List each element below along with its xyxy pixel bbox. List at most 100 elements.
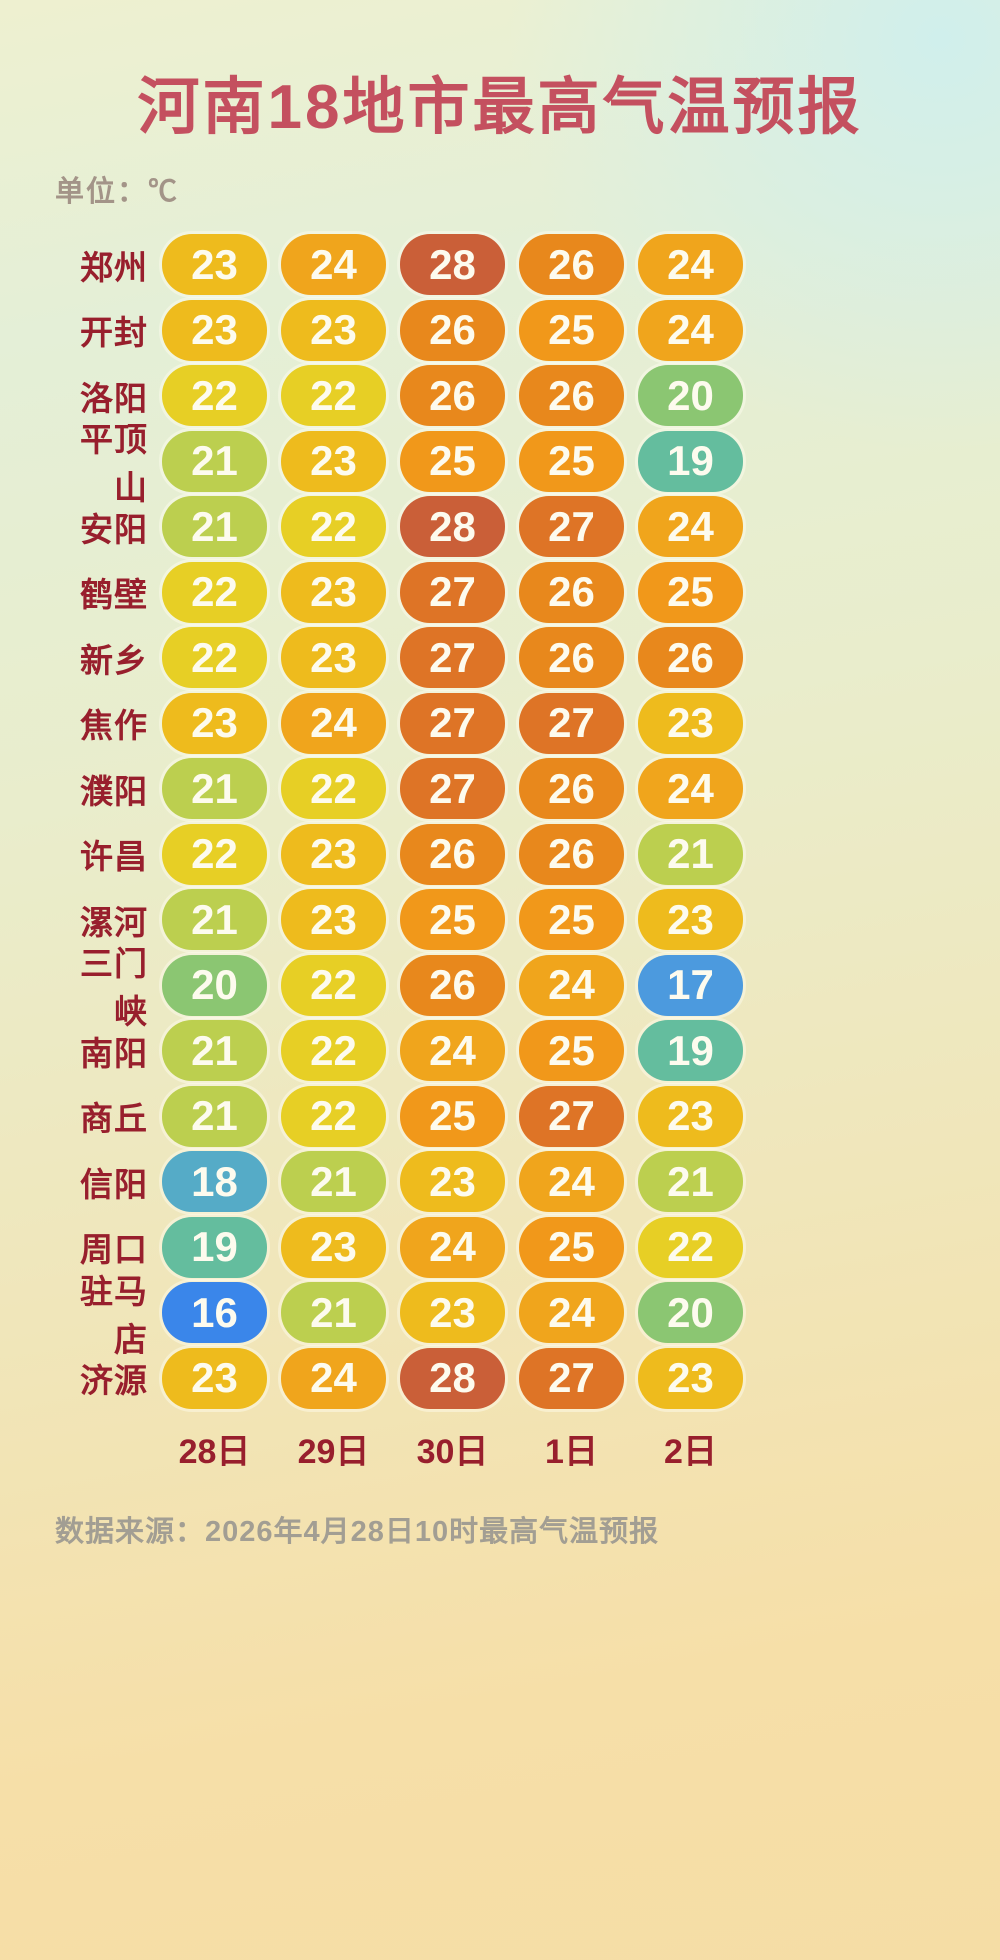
temp-pill: 23: [162, 1347, 267, 1409]
temp-pill: 25: [519, 1020, 624, 1082]
city-row: 新乡 22 23 27 26 26: [48, 627, 757, 689]
temp-pill: 23: [638, 1085, 743, 1147]
temp-pill: 24: [519, 954, 624, 1016]
temp-pill: 26: [519, 234, 624, 296]
temp-pill: 26: [519, 365, 624, 427]
temp-pill: 21: [162, 889, 267, 951]
city-row: 焦作 23 24 27 27 23: [48, 692, 757, 755]
temp-pill: 21: [162, 430, 267, 492]
temp-pill: 18: [162, 1151, 267, 1213]
temp-pill: 28: [400, 1347, 505, 1409]
temp-pill: 24: [519, 1151, 624, 1213]
temp-pill: 25: [519, 1216, 624, 1278]
temp-pill: 24: [638, 234, 743, 296]
city-label: 南阳: [80, 1034, 148, 1072]
temp-pill: 23: [281, 299, 386, 361]
temp-pill: 28: [400, 496, 505, 558]
city-label: 周口: [80, 1231, 148, 1269]
temp-pill: 21: [162, 1085, 267, 1147]
city-label: 三门峡: [80, 945, 148, 1031]
city-label: 商丘: [80, 1100, 148, 1138]
date-label: 29日: [297, 1433, 370, 1471]
city-row: 三门峡 20 22 26 24 17: [48, 945, 757, 1030]
data-source-label: 数据来源：2026年4月28日10时最高气温预报: [55, 1516, 660, 1548]
temp-pill: 23: [162, 299, 267, 361]
temp-pill: 22: [162, 627, 267, 689]
date-label: 1日: [545, 1433, 598, 1471]
temp-pill: 26: [400, 823, 505, 885]
temp-pill: 25: [519, 889, 624, 951]
temp-pill: 21: [281, 1151, 386, 1213]
city-label: 焦作: [80, 707, 148, 745]
temp-pill: 21: [162, 758, 267, 820]
temp-pill: 20: [638, 1282, 743, 1344]
temp-pill: 16: [162, 1282, 267, 1344]
city-row: 信阳 18 21 23 24 21: [48, 1151, 757, 1213]
temp-pill: 27: [400, 627, 505, 689]
temp-pill: 26: [519, 823, 624, 885]
temp-pill: 24: [281, 692, 386, 754]
temp-pill: 23: [638, 692, 743, 754]
temp-pill: 27: [400, 692, 505, 754]
city-row: 平顶山 21 23 25 25 19: [48, 421, 757, 506]
temp-pill: 26: [400, 365, 505, 427]
temp-pill: 22: [281, 1020, 386, 1082]
city-label: 安阳: [80, 510, 148, 548]
city-row: 商丘 21 22 25 27 23: [48, 1085, 757, 1148]
temp-pill: 26: [519, 627, 624, 689]
temp-pill: 22: [281, 954, 386, 1016]
city-label: 济源: [80, 1362, 148, 1400]
temp-pill: 24: [400, 1020, 505, 1082]
city-row: 南阳 21 22 24 25 19: [48, 1020, 757, 1082]
temp-pill: 24: [638, 758, 743, 820]
city-row: 开封 23 23 26 25 24: [48, 299, 757, 362]
city-row: 许昌 22 23 26 26 21: [48, 823, 757, 886]
temp-pill: 24: [281, 1347, 386, 1409]
city-label: 新乡: [80, 641, 148, 679]
city-label: 信阳: [80, 1165, 148, 1203]
temp-pill: 22: [162, 561, 267, 623]
city-label: 鹤壁: [80, 576, 148, 614]
temp-pill: 25: [400, 889, 505, 951]
city-label: 郑州: [80, 248, 148, 286]
temp-pill: 20: [162, 954, 267, 1016]
temp-pill: 21: [162, 496, 267, 558]
temp-pill: 27: [400, 561, 505, 623]
city-row: 济源 23 24 28 27 23: [48, 1347, 757, 1410]
temp-pill: 22: [281, 1085, 386, 1147]
temp-pill: 19: [162, 1216, 267, 1278]
city-label: 洛阳: [80, 379, 148, 417]
city-row: 郑州 23 24 28 26 24: [48, 234, 757, 296]
temp-pill: 26: [638, 627, 743, 689]
city-row: 周口 19 23 24 25 22: [48, 1216, 757, 1279]
temp-pill: 23: [281, 430, 386, 492]
temp-pill: 23: [281, 561, 386, 623]
temp-pill: 19: [638, 1020, 743, 1082]
city-label: 平顶山: [80, 421, 148, 507]
city-row: 濮阳 21 22 27 26 24: [48, 758, 757, 820]
temp-pill: 23: [281, 1216, 386, 1278]
city-row: 洛阳 22 22 26 26 20: [48, 365, 757, 427]
date-label: 28日: [178, 1433, 251, 1471]
city-row: 漯河 21 23 25 25 23: [48, 889, 757, 951]
temp-pill: 24: [638, 496, 743, 558]
temp-pill: 23: [400, 1282, 505, 1344]
city-row: 安阳 21 22 28 27 24: [48, 496, 757, 558]
temperature-grid: 郑州 23 24 28 26 24 开封 23 23 26 25 24 洛阳 22 22 26 26 20 平顶山 2…: [48, 234, 757, 1413]
temp-pill: 26: [400, 954, 505, 1016]
temp-pill: 27: [400, 758, 505, 820]
temp-pill: 21: [638, 823, 743, 885]
temp-pill: 25: [400, 1085, 505, 1147]
temp-pill: 25: [638, 561, 743, 623]
temp-pill: 21: [281, 1282, 386, 1344]
temp-pill: 22: [281, 365, 386, 427]
temp-pill: 19: [638, 430, 743, 492]
temp-pill: 22: [638, 1216, 743, 1278]
date-label: 2日: [664, 1433, 717, 1471]
temp-pill: 24: [400, 1216, 505, 1278]
temp-pill: 23: [281, 823, 386, 885]
temp-pill: 23: [281, 627, 386, 689]
temp-pill: 26: [519, 561, 624, 623]
page-title: 河南18地市最高气温预报: [137, 73, 863, 142]
